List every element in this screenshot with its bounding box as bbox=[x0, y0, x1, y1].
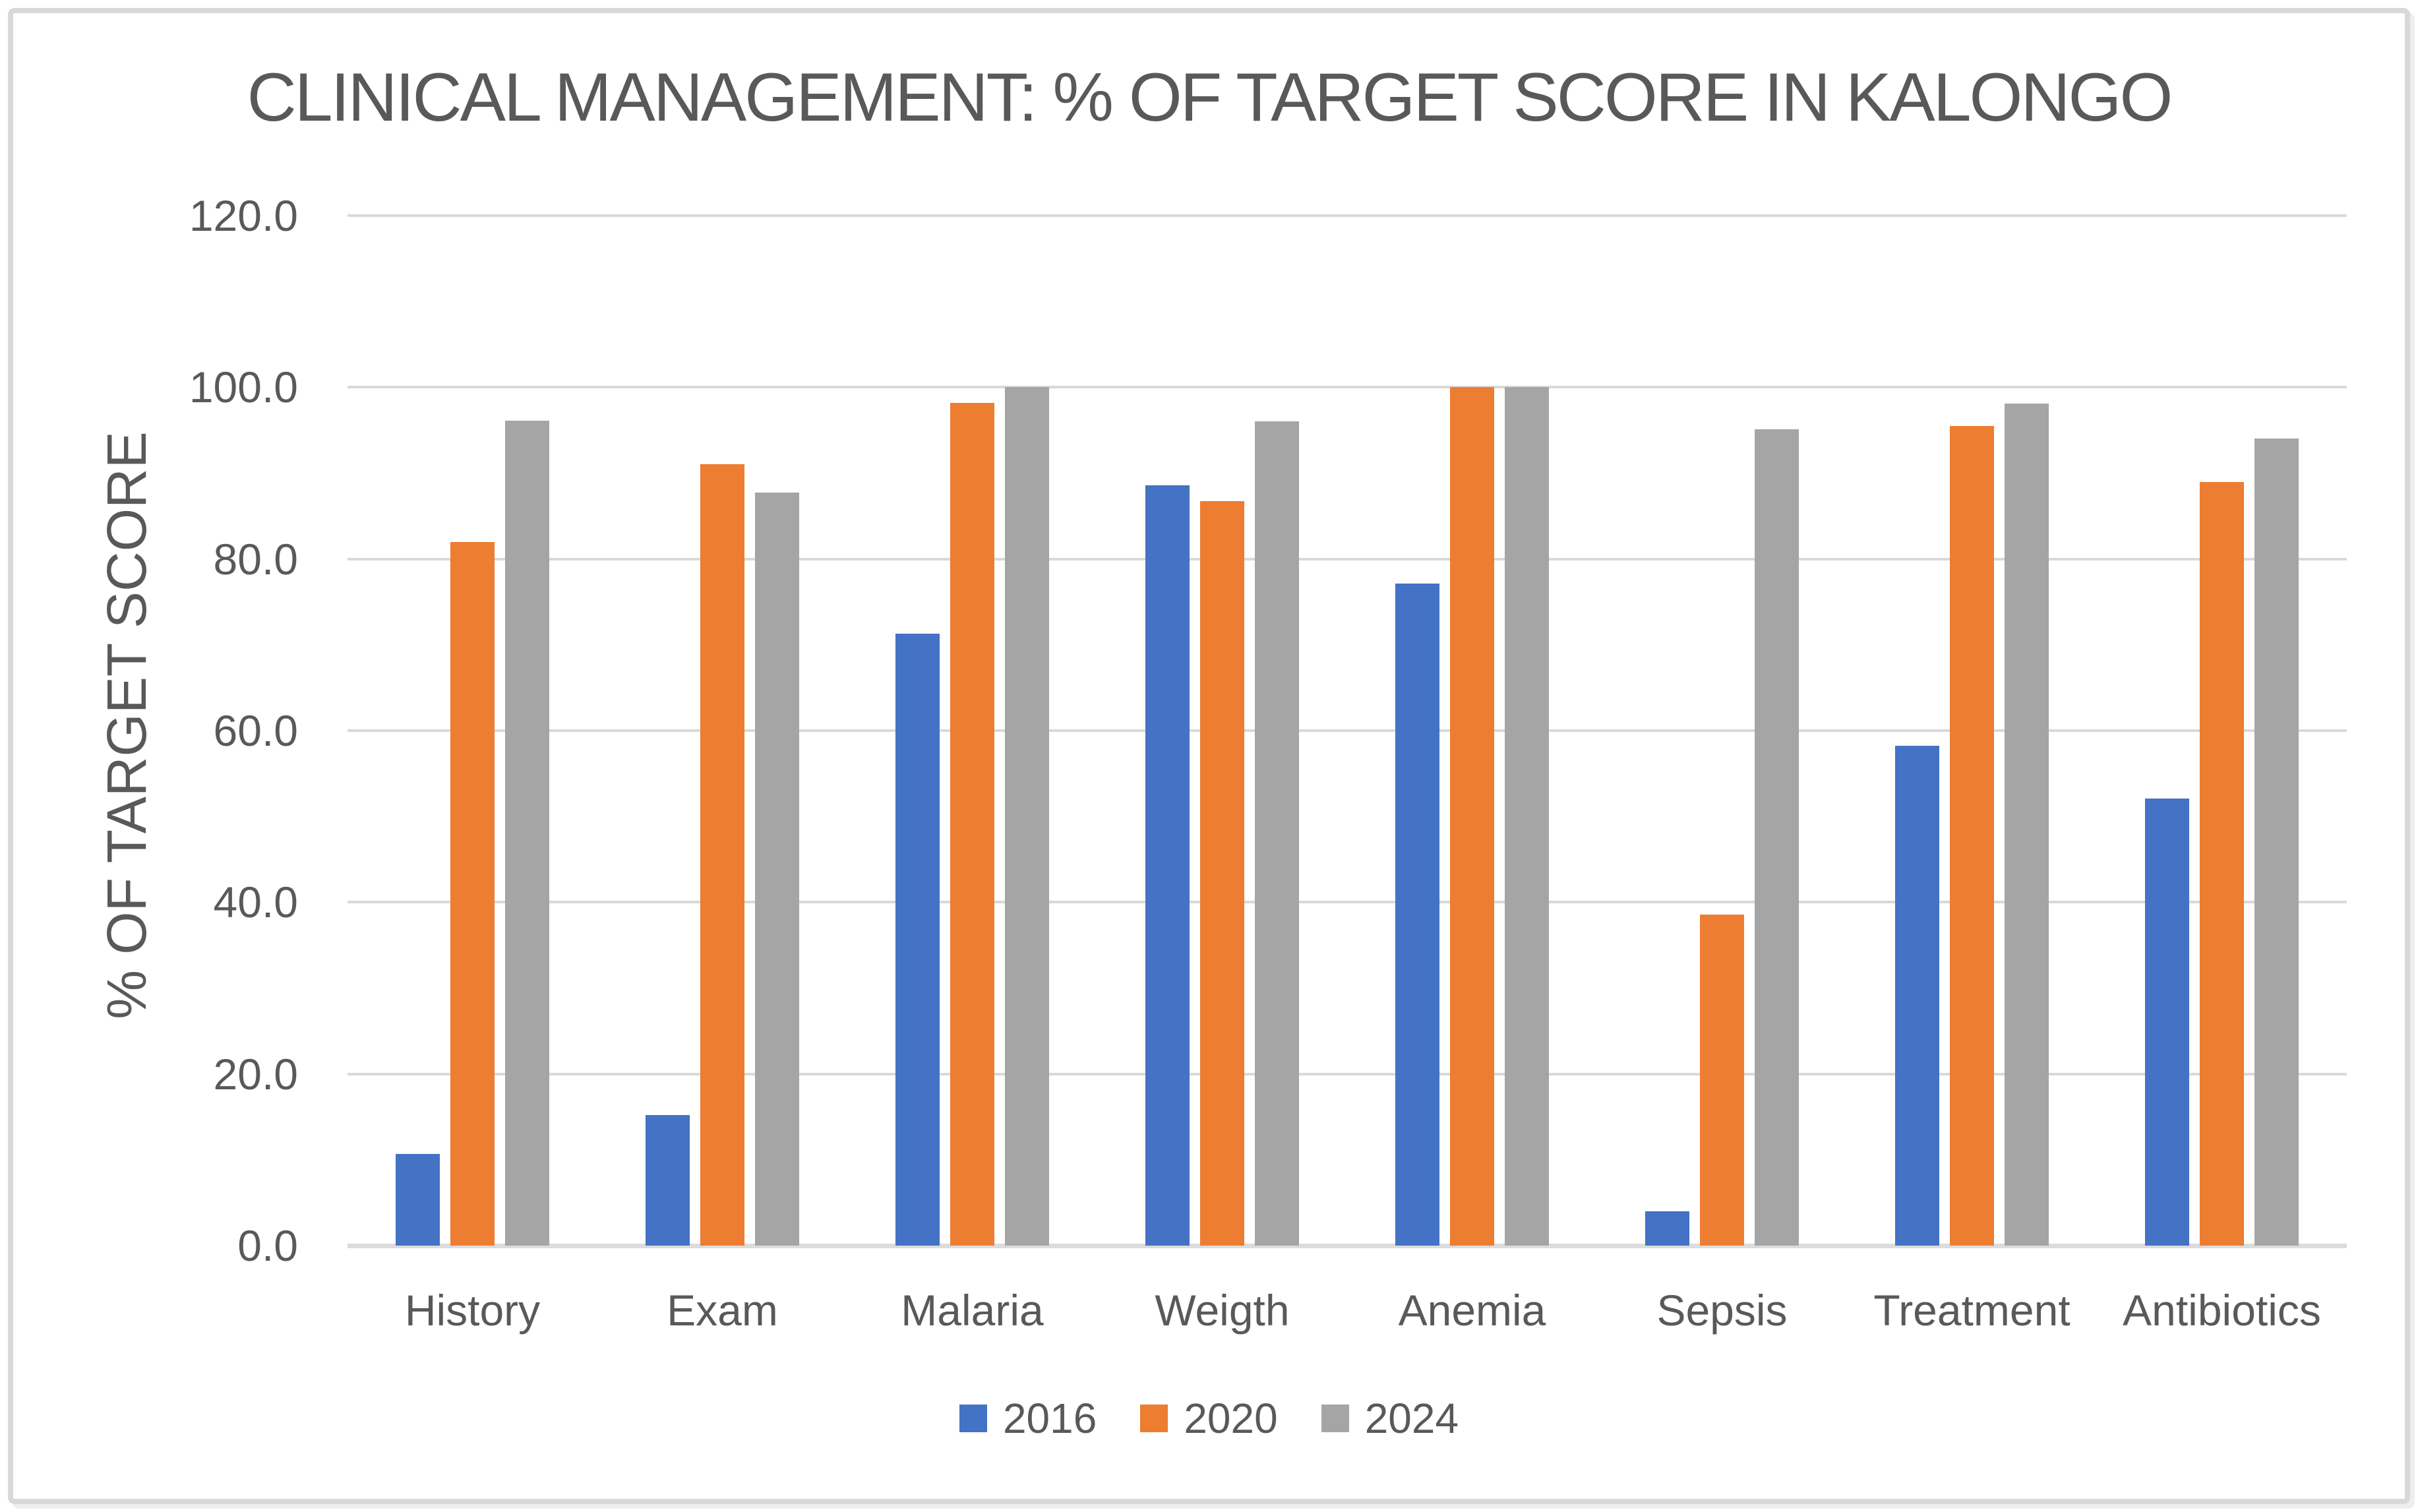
legend-swatch-2020 bbox=[1140, 1405, 1168, 1432]
bar-2024-anemia bbox=[1505, 387, 1549, 1246]
plot-area bbox=[348, 214, 2347, 1248]
x-category-label: Malaria bbox=[901, 1286, 1044, 1335]
bar-2020-antibiotics bbox=[2200, 481, 2244, 1246]
gridline bbox=[348, 901, 2347, 904]
x-category-label: Weigth bbox=[1155, 1286, 1290, 1335]
y-tick-label: 100.0 bbox=[189, 363, 298, 412]
legend-label: 2024 bbox=[1364, 1395, 1459, 1442]
bar-2020-exam bbox=[700, 464, 744, 1246]
x-axis-line bbox=[348, 1244, 2347, 1248]
bar-2016-sepsis bbox=[1645, 1211, 1689, 1246]
bar-2024-weigth bbox=[1255, 421, 1299, 1246]
bar-2024-sepsis bbox=[1755, 429, 1799, 1246]
y-tick-label: 120.0 bbox=[189, 191, 298, 240]
bar-2020-anemia bbox=[1450, 387, 1494, 1246]
bar-2024-malaria bbox=[1005, 387, 1049, 1246]
y-tick-label: 40.0 bbox=[213, 878, 298, 927]
bar-2016-exam bbox=[646, 1115, 690, 1246]
bar-2016-anemia bbox=[1395, 584, 1439, 1246]
legend-swatch-2024 bbox=[1321, 1405, 1349, 1432]
x-category-label: Anemia bbox=[1398, 1286, 1546, 1335]
gridline bbox=[348, 386, 2347, 389]
bar-2020-weigth bbox=[1200, 501, 1244, 1246]
bar-2016-history bbox=[396, 1153, 440, 1246]
legend-swatch-2016 bbox=[959, 1405, 987, 1432]
y-tick-label: 0.0 bbox=[237, 1221, 298, 1270]
bar-2020-history bbox=[450, 541, 495, 1246]
legend-item-2020: 2020 bbox=[1140, 1395, 1278, 1442]
bar-2024-history bbox=[505, 421, 549, 1246]
x-category-label: History bbox=[404, 1286, 541, 1335]
gridline bbox=[348, 557, 2347, 560]
bar-2024-exam bbox=[755, 493, 799, 1246]
y-tick-label: 20.0 bbox=[213, 1049, 298, 1099]
gridline bbox=[348, 1072, 2347, 1075]
legend-label: 2016 bbox=[1002, 1395, 1097, 1442]
y-tick-label: 80.0 bbox=[213, 534, 298, 584]
legend-item-2024: 2024 bbox=[1321, 1397, 1459, 1440]
x-category-label: Sepsis bbox=[1656, 1286, 1788, 1335]
bar-2016-malaria bbox=[895, 633, 940, 1246]
gridline bbox=[348, 729, 2347, 732]
bar-2024-antibiotics bbox=[2254, 438, 2299, 1246]
legend-label: 2020 bbox=[1184, 1395, 1278, 1442]
x-category-label: Treatment bbox=[1873, 1286, 2070, 1335]
legend-item-2016: 2016 bbox=[959, 1397, 1097, 1440]
x-category-label: Antibiotics bbox=[2123, 1286, 2321, 1335]
bar-2016-weigth bbox=[1145, 485, 1190, 1246]
gridline bbox=[348, 214, 2347, 217]
y-tick-label: 60.0 bbox=[213, 706, 298, 755]
bar-2016-antibiotics bbox=[2145, 798, 2189, 1246]
bar-2024-treatment bbox=[2005, 404, 2049, 1246]
bar-2020-treatment bbox=[1950, 425, 1994, 1246]
bar-2020-sepsis bbox=[1700, 914, 1744, 1246]
bar-2020-malaria bbox=[950, 402, 994, 1246]
legend: 2016 2020 2024 bbox=[0, 1397, 2418, 1440]
chart-title: CLINICAL MANAGEMENT: % OF TARGET SCORE I… bbox=[247, 59, 2173, 136]
x-category-label: Exam bbox=[667, 1286, 778, 1335]
bar-2016-treatment bbox=[1895, 746, 1939, 1246]
